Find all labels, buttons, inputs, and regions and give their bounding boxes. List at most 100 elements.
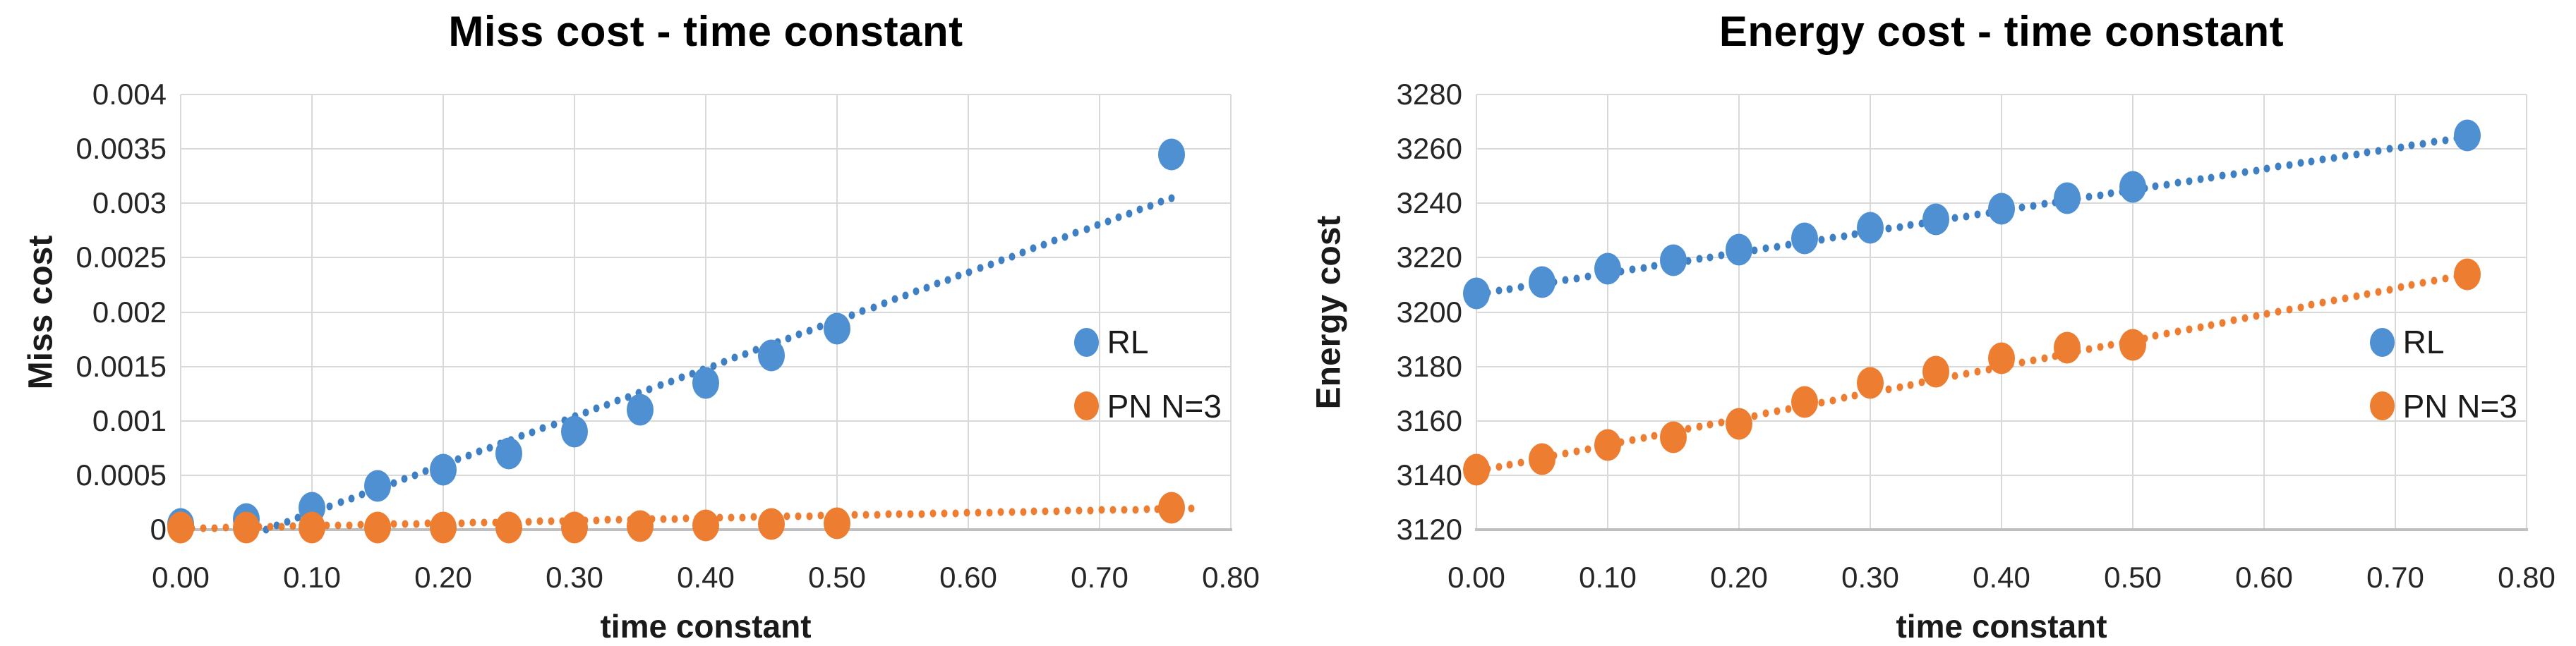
- x-tick-label: 0.60: [939, 561, 997, 594]
- trendline-dot: [1051, 236, 1058, 245]
- trendline-dot: [731, 353, 738, 362]
- trendline-dot: [455, 455, 462, 463]
- trendline-dot: [1020, 508, 1026, 516]
- trendline-dot: [929, 509, 937, 518]
- trendline-dot: [668, 377, 675, 386]
- x-tick-label: 0.10: [1579, 561, 1637, 594]
- trendline-dot: [2308, 300, 2315, 309]
- gridline-horizontal: [181, 365, 1231, 367]
- trendline-dot: [1963, 212, 1970, 221]
- trendline-dot: [1495, 286, 1503, 295]
- trendline-dot: [955, 272, 962, 280]
- trendline-dot: [1517, 283, 1524, 291]
- trendline-dot: [2197, 323, 2204, 331]
- gridline-horizontal: [181, 202, 1231, 205]
- trendline-dot: [998, 256, 1005, 264]
- trendline-dot: [1105, 217, 1112, 226]
- gridline-vertical: [1230, 95, 1232, 530]
- trendline-dot: [1907, 221, 1914, 229]
- trendline-dot: [1829, 396, 1836, 405]
- trendline-dot: [284, 518, 291, 526]
- trendline-dot: [2286, 305, 2293, 314]
- trendline-dot: [870, 303, 877, 311]
- y-tick-label: 3180: [1396, 349, 1462, 383]
- trendline-dot: [2297, 159, 2304, 167]
- trendline-dot: [657, 381, 664, 389]
- trendline-dot: [2253, 312, 2259, 320]
- data-point: [824, 507, 850, 540]
- miss-cost-chart: Miss cost - time constant Miss cost RL PN…: [23, 8, 1260, 645]
- plot-area: RL PN N=3: [1463, 94, 2528, 531]
- trendline-dot: [1157, 197, 1164, 206]
- data-point: [824, 312, 850, 345]
- trendline-dot: [2152, 182, 2159, 190]
- legend-label: RL: [1107, 324, 1149, 361]
- trendline-dot: [2397, 143, 2405, 152]
- trendline-dot: [593, 404, 600, 413]
- trendline-dot: [1696, 255, 1703, 263]
- data-point: [1857, 367, 1884, 399]
- legend-marker-icon: [2369, 391, 2395, 421]
- x-tick-label: 0.20: [414, 561, 472, 594]
- trendline-dot: [902, 291, 909, 300]
- trendline-dot: [2375, 288, 2382, 296]
- data-point: [233, 511, 260, 544]
- x-axis-line: [1475, 528, 2528, 531]
- x-tick-label: 0.60: [2235, 561, 2293, 594]
- trendline-dot: [1083, 225, 1090, 233]
- trendline-dot: [1064, 506, 1071, 515]
- trendline-dot: [2275, 162, 2282, 171]
- y-tick-label: 0.0005: [76, 458, 167, 492]
- trendline-dot: [1061, 233, 1069, 241]
- trendline-dot: [1019, 248, 1026, 257]
- trendline-dot: [721, 358, 728, 366]
- y-tick-label: 3220: [1396, 240, 1462, 274]
- data-point: [758, 508, 785, 540]
- trendline-dot: [975, 508, 982, 517]
- trendline-dot: [1042, 507, 1049, 516]
- trendline-dot: [2107, 189, 2114, 197]
- gridline-horizontal: [1476, 474, 2527, 476]
- trendline-dot: [1818, 236, 1825, 244]
- trendline-dot: [1974, 210, 1981, 219]
- data-point: [430, 453, 457, 486]
- trendline-dot: [536, 517, 543, 525]
- trendline-dot: [2275, 307, 2282, 316]
- trendline-dot: [593, 516, 600, 525]
- trendline-dot: [357, 520, 364, 529]
- y-tick-label: 0.003: [92, 186, 167, 220]
- trendline-dot: [625, 393, 632, 401]
- gridline-horizontal: [1476, 94, 2527, 95]
- trendline-dot: [1562, 276, 1569, 284]
- trendline-dot: [783, 512, 790, 520]
- trendline-dot: [1896, 383, 1903, 391]
- trendline-dot: [2197, 175, 2204, 183]
- trendline-dot: [548, 517, 555, 525]
- gridline-horizontal: [181, 94, 1231, 95]
- trendline-dot: [2286, 161, 2293, 169]
- trendline-dot: [1841, 232, 1848, 240]
- y-tick-label: 0.001: [92, 403, 167, 437]
- trendline-dot: [1696, 422, 1703, 431]
- trendline-dot: [682, 514, 690, 523]
- legend-marker-icon: [2369, 327, 2395, 357]
- trendline-dot: [997, 508, 1004, 516]
- trendline-dot: [2186, 177, 2193, 185]
- x-tick-label: 0.10: [283, 561, 341, 594]
- gridline-horizontal: [1476, 148, 2527, 150]
- trendline-dot: [222, 523, 229, 532]
- legend-label: PN N=3: [1107, 387, 1222, 425]
- trendline-dot: [2163, 329, 2170, 338]
- trendline-dot: [2241, 314, 2249, 322]
- trendline-dot: [689, 370, 696, 378]
- data-point: [1857, 212, 1884, 244]
- trendline-dot: [2018, 358, 2026, 367]
- trendline-dot: [2431, 138, 2438, 146]
- trendline-dot: [2386, 286, 2393, 293]
- x-tick-label: 0.80: [1202, 561, 1260, 594]
- trendline-dot: [1094, 221, 1101, 229]
- trendline-dot: [1573, 447, 1580, 456]
- data-point: [1594, 429, 1621, 461]
- x-tick-label: 0.30: [546, 561, 603, 594]
- trendline-dot: [267, 523, 274, 531]
